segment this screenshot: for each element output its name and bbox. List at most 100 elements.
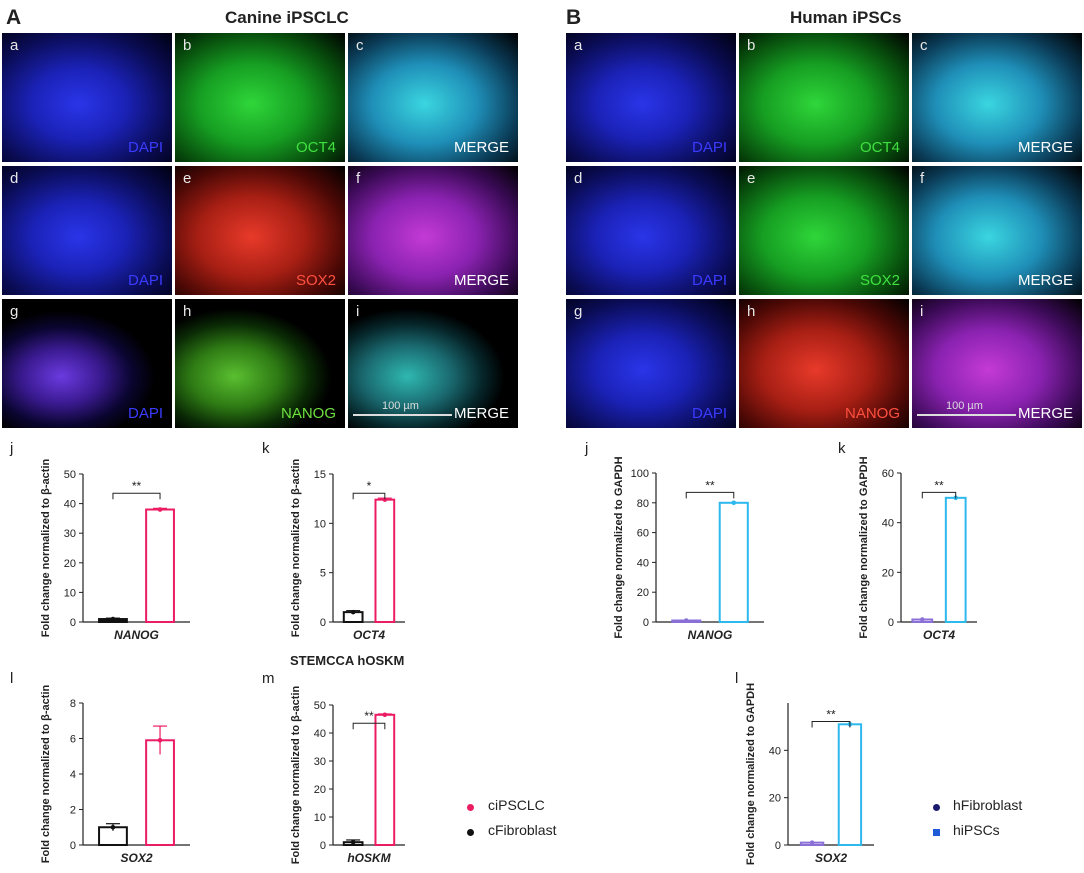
y-axis-label: Fold change normalized to GAPDH (613, 456, 625, 638)
micrograph-tile-c: c MERGE (348, 33, 518, 162)
subplot-letter: k (262, 440, 270, 457)
tile-letter: d (10, 170, 19, 187)
micrograph-tile-g: g DAPI (2, 299, 172, 428)
bar (718, 501, 749, 623)
y-tick-label: 20 (64, 558, 76, 570)
x-axis-label: hOSKM (347, 851, 391, 865)
y-tick-label: 0 (70, 840, 76, 852)
significance-bracket (811, 720, 851, 728)
significance-label: ** (132, 479, 142, 493)
panel-a-title: Canine iPSCLC (225, 8, 349, 27)
data-point (350, 609, 356, 615)
tile-letter: g (574, 303, 583, 320)
y-tick-label: 40 (64, 499, 76, 511)
bar (837, 723, 863, 846)
y-axis-label: Fold change normalized to β-actin (290, 458, 302, 637)
y-tick-label: 60 (637, 528, 649, 540)
tile-letter: c (920, 37, 928, 54)
micrograph-tile-c: c MERGE (912, 33, 1082, 162)
legend-marker-cFibroblast (467, 829, 474, 836)
legend-label-cFibroblast: cFibroblast (488, 822, 557, 838)
micrograph-tile-a: a DAPI (566, 33, 736, 162)
tile-channel-label: SOX2 (295, 272, 336, 289)
significance-bracket (112, 492, 161, 500)
tile-letter: f (356, 170, 361, 187)
data-point (350, 839, 356, 845)
y-tick-label: 0 (70, 617, 76, 629)
y-tick-label: 0 (320, 617, 326, 629)
significance-bracket (921, 491, 957, 499)
significance-bracket (352, 722, 386, 730)
y-axis-label: Fold change normalized to GAPDH (858, 456, 870, 638)
legend-label-hiPSCs: hiPSCs (953, 822, 1000, 838)
data-point (382, 712, 388, 718)
tile-letter: e (747, 170, 756, 187)
micrograph-tile-b: b OCT4 (175, 33, 345, 162)
x-axis-label: NANOG (114, 628, 159, 642)
tile-letter: h (183, 303, 192, 320)
y-tick-label: 80 (637, 498, 649, 510)
tile-letter: b (747, 37, 756, 54)
bar (374, 498, 396, 623)
scale-bar (917, 414, 1016, 416)
y-tick-label: 30 (314, 756, 326, 768)
x-axis-label: OCT4 (353, 628, 385, 642)
tile-channel-label: MERGE (453, 405, 509, 422)
legend-marker-hFibroblast (933, 804, 940, 811)
y-tick-label: 10 (64, 587, 76, 599)
tile-channel-label: DAPI (127, 405, 163, 422)
subplot-letter: m (262, 670, 275, 687)
data-point (157, 737, 163, 743)
bar (374, 713, 396, 846)
x-axis-label: SOX2 (815, 851, 847, 865)
legend-marker-ciPSCLC (467, 804, 474, 811)
y-tick-label: 2 (70, 805, 76, 817)
tile-letter: a (574, 37, 583, 54)
x-axis-label: OCT4 (923, 628, 955, 642)
y-tick-label: 40 (882, 518, 894, 530)
micrograph-tile-b: b OCT4 (739, 33, 909, 162)
significance-label: ** (364, 709, 374, 723)
y-tick-label: 50 (64, 469, 76, 481)
bar (145, 508, 175, 623)
subplot-letter: j (9, 440, 13, 457)
micrograph-tile-g: g DAPI (566, 299, 736, 428)
bar (145, 739, 175, 847)
y-tick-label: 0 (643, 617, 649, 629)
y-tick-label: 30 (64, 528, 76, 540)
y-tick-label: 5 (320, 568, 326, 580)
significance-label: ** (705, 478, 715, 492)
tile-letter: c (356, 37, 364, 54)
y-axis-label: Fold change normalized to β-actin (290, 685, 302, 864)
x-axis-label: SOX2 (120, 851, 152, 865)
legend-label-hFibroblast: hFibroblast (953, 797, 1023, 813)
tile-channel-label: DAPI (691, 139, 727, 156)
tile-letter: i (356, 303, 360, 320)
data-point (683, 618, 689, 623)
tile-letter: f (920, 170, 925, 187)
y-axis-label: Fold change normalized to GAPDH (745, 683, 757, 865)
y-tick-label: 0 (320, 840, 326, 852)
tile-channel-label: MERGE (1017, 405, 1073, 422)
tile-letter: i (920, 303, 924, 320)
y-tick-label: 0 (775, 840, 781, 852)
tile-channel-label: DAPI (127, 139, 163, 156)
tile-channel-label: OCT4 (295, 139, 336, 156)
legend-marker-hiPSCs (933, 829, 940, 836)
tile-channel-label: MERGE (453, 272, 509, 289)
micrograph-tile-e: e SOX2 (175, 166, 345, 295)
tile-letter: b (183, 37, 192, 54)
micrograph-tile-a: a DAPI (2, 33, 172, 162)
micrograph-tile-h: h NANOG (175, 299, 345, 428)
tile-letter: a (10, 37, 19, 54)
y-axis-label: Fold change normalized to β-actin (40, 458, 52, 637)
subplot-letter: l (735, 670, 738, 687)
subplot-letter: j (584, 440, 588, 457)
y-tick-label: 6 (70, 734, 76, 746)
data-point (382, 497, 388, 502)
legend-label-ciPSCLC: ciPSCLC (488, 797, 545, 813)
tile-channel-label: DAPI (127, 272, 163, 289)
scale-bar-label: 100 µm (946, 400, 983, 412)
tile-letter: g (10, 303, 19, 320)
